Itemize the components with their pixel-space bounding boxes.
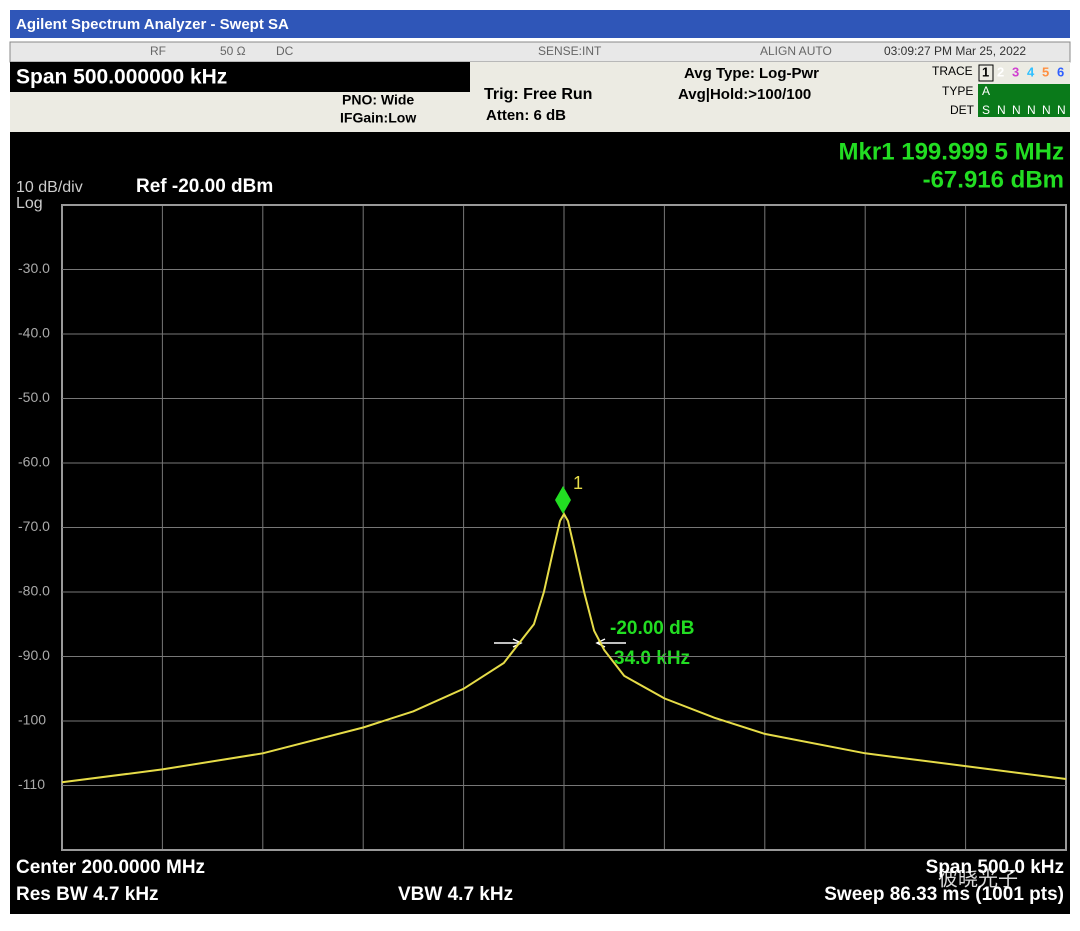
trace-number: 3 bbox=[1012, 64, 1019, 79]
y-tick-label: -110 bbox=[18, 776, 45, 792]
trace bbox=[61, 511, 1067, 784]
display-area bbox=[10, 132, 1070, 914]
det-value: S bbox=[982, 103, 990, 117]
trace-number: 2 bbox=[997, 64, 1004, 79]
bw-level: -20.00 dB bbox=[610, 618, 694, 639]
status-coupling: DC bbox=[276, 44, 294, 58]
trigger: Trig: Free Run bbox=[484, 86, 592, 103]
center-freq: Center 200.0000 MHz bbox=[16, 857, 205, 878]
watermark: 彼晓光子 bbox=[938, 867, 1018, 890]
status-datetime: 03:09:27 PM Mar 25, 2022 bbox=[884, 44, 1026, 58]
det-value: N bbox=[1057, 103, 1066, 117]
det-value: N bbox=[997, 103, 1006, 117]
y-tick-label: -90.0 bbox=[18, 647, 50, 663]
status-sense: SENSE:INT bbox=[538, 44, 602, 58]
status-rf: RF bbox=[150, 44, 166, 58]
trace-label: TRACE bbox=[932, 64, 973, 78]
avg-hold: Avg|Hold:>100/100 bbox=[678, 86, 811, 103]
y-tick-label: -40.0 bbox=[18, 325, 50, 341]
y-tick-label: -50.0 bbox=[18, 389, 50, 405]
trace-number: 5 bbox=[1042, 64, 1049, 79]
sweep: Sweep 86.33 ms (1001 pts) bbox=[824, 884, 1064, 905]
trace-1-box bbox=[978, 64, 994, 82]
avg-type: Avg Type: Log-Pwr bbox=[684, 65, 819, 82]
marker-name: 1 bbox=[573, 473, 583, 493]
status-align: ALIGN AUTO bbox=[760, 44, 832, 58]
window-title: Agilent Spectrum Analyzer - Swept SA bbox=[16, 16, 289, 33]
attenuation: Atten: 6 dB bbox=[486, 107, 566, 124]
y-tick-label: -100 bbox=[18, 712, 46, 728]
span-footer: Span 500.0 kHz bbox=[926, 857, 1064, 878]
trace-number: 6 bbox=[1057, 64, 1064, 79]
marker-freq: Mkr1 199.999 5 MHz bbox=[839, 138, 1064, 165]
trace-type: A bbox=[982, 84, 990, 98]
pno: PNO: Wide bbox=[342, 92, 414, 108]
det-value: N bbox=[1012, 103, 1021, 117]
y-tick-label: -80.0 bbox=[18, 583, 50, 599]
status-impedance: 50 Ω bbox=[220, 44, 246, 58]
span-box bbox=[10, 62, 470, 92]
bw-arrows bbox=[494, 638, 626, 648]
type-label: TYPE bbox=[942, 84, 973, 98]
trace-number: 1 bbox=[982, 64, 989, 79]
scale-label: 10 dB/div bbox=[16, 179, 83, 196]
det-label: DET bbox=[950, 103, 975, 117]
res-bw: Res BW 4.7 kHz bbox=[16, 884, 159, 905]
y-tick-label: -70.0 bbox=[18, 518, 50, 534]
log-label: Log bbox=[16, 195, 43, 212]
title-bar bbox=[10, 10, 1070, 38]
vbw: VBW 4.7 kHz bbox=[398, 884, 513, 905]
marker bbox=[554, 486, 571, 515]
ref-level: Ref -20.00 dBm bbox=[136, 176, 273, 197]
ifgain: IFGain:Low bbox=[340, 110, 416, 126]
det-value: N bbox=[1042, 103, 1051, 117]
marker-level: -67.916 dBm bbox=[923, 166, 1064, 193]
span-setting: Span 500.000000 kHz bbox=[16, 66, 227, 89]
trace-number: 4 bbox=[1027, 64, 1035, 79]
det-value: N bbox=[1027, 103, 1036, 117]
y-tick-label: -60.0 bbox=[18, 454, 50, 470]
trace-status-box bbox=[978, 84, 1070, 117]
y-tick-label: -30.0 bbox=[18, 260, 50, 276]
bw-width: 34.0 kHz bbox=[614, 648, 690, 669]
